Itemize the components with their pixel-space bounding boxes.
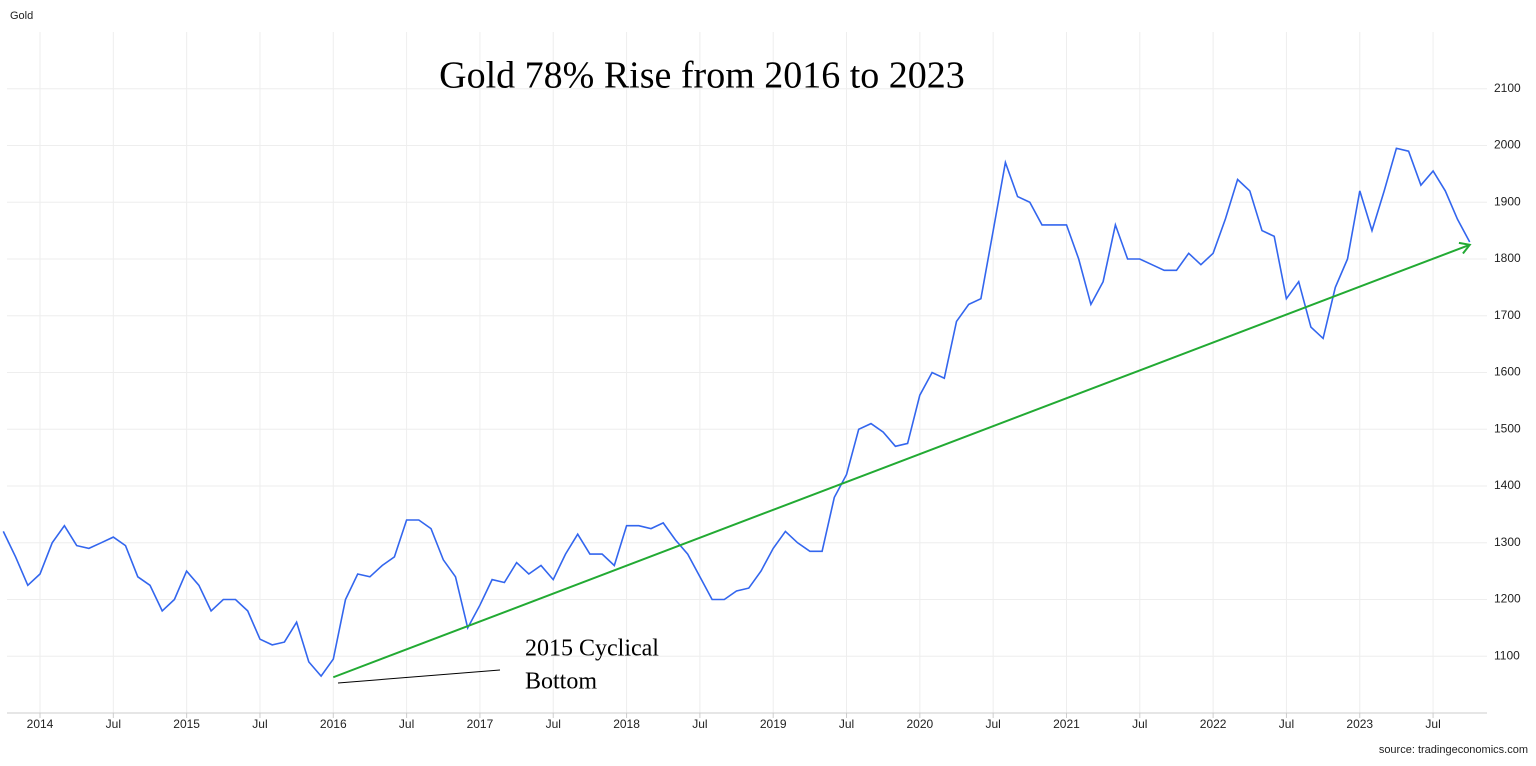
y-tick-label: 1500 bbox=[1494, 421, 1521, 435]
y-tick-label: 1800 bbox=[1494, 251, 1521, 265]
x-tick-label: 2020 bbox=[906, 717, 933, 731]
y-tick-label: 1700 bbox=[1494, 308, 1521, 322]
corner-label: Gold bbox=[10, 10, 33, 22]
y-tick-label: 2100 bbox=[1494, 81, 1521, 95]
trend-line bbox=[332, 243, 1471, 679]
x-tick-label: Jul bbox=[692, 717, 707, 731]
x-tick-label: Jul bbox=[839, 717, 854, 731]
x-tick-label: 2023 bbox=[1346, 717, 1373, 731]
price-line bbox=[2, 147, 1471, 678]
annotation: Bottom bbox=[525, 669, 597, 695]
x-tick-label: Jul bbox=[1279, 717, 1294, 731]
x-tick-label: Jul bbox=[985, 717, 1000, 731]
x-tick-label: 2015 bbox=[173, 717, 200, 731]
x-tick-label: 2019 bbox=[760, 717, 787, 731]
source: source: tradingeconomics.com bbox=[1379, 744, 1528, 756]
y-tick-label: 2000 bbox=[1494, 138, 1521, 152]
x-tick-label: 2018 bbox=[613, 717, 640, 731]
trend-arrowhead bbox=[1458, 241, 1472, 255]
annotation: 2015 Cyclical bbox=[525, 636, 659, 662]
x-tick-label: 2017 bbox=[467, 717, 494, 731]
x-tick-label: 2021 bbox=[1053, 717, 1080, 731]
x-tick-label: Jul bbox=[1425, 717, 1440, 731]
x-tick-label: Jul bbox=[399, 717, 414, 731]
x-tick-label: 2014 bbox=[27, 717, 54, 731]
y-tick-label: 1200 bbox=[1494, 592, 1521, 606]
x-tick-label: Jul bbox=[1132, 717, 1147, 731]
x-tick-label: 2016 bbox=[320, 717, 347, 731]
annotation-pointer bbox=[337, 669, 501, 684]
x-tick-label: 2022 bbox=[1200, 717, 1227, 731]
chart-title: Gold 78% Rise from 2016 to 2023 bbox=[439, 55, 965, 97]
y-tick-label: 1100 bbox=[1494, 648, 1520, 662]
y-tick-label: 1300 bbox=[1494, 535, 1521, 549]
x-tick-label: Jul bbox=[106, 717, 121, 731]
y-tick-label: 1900 bbox=[1494, 194, 1521, 208]
x-tick-label: Jul bbox=[546, 717, 561, 731]
y-tick-label: 1400 bbox=[1494, 478, 1521, 492]
x-tick-label: Jul bbox=[252, 717, 267, 731]
y-tick-label: 1600 bbox=[1494, 365, 1521, 379]
